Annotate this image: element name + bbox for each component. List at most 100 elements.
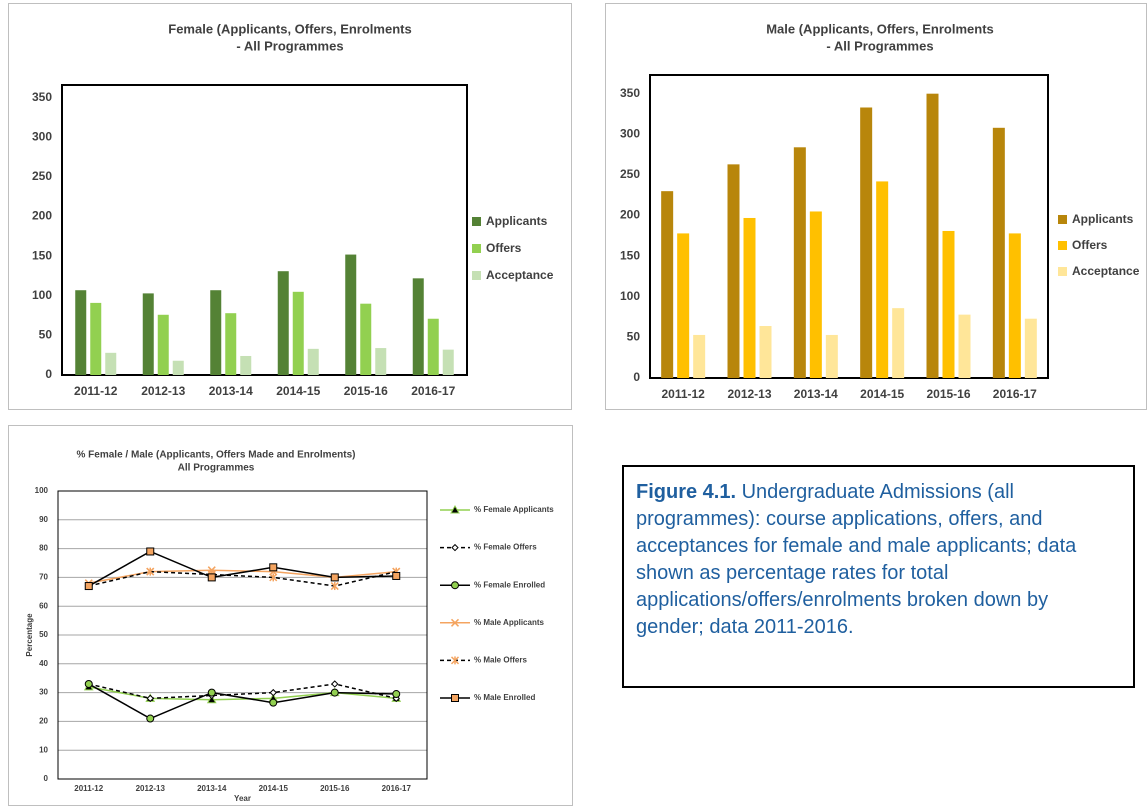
chart-frame	[8, 3, 572, 410]
bar	[759, 326, 772, 378]
marker	[269, 698, 278, 707]
legend-swatch	[1058, 267, 1067, 276]
caption-label: Figure 4.1.	[636, 481, 737, 503]
plot-area	[61, 84, 468, 376]
bar	[693, 334, 706, 378]
marker	[146, 567, 155, 576]
bar	[375, 348, 387, 375]
y-tick-label: 50	[39, 630, 48, 639]
bar	[157, 314, 169, 375]
chart-title: % Female / Male (Applicants, Offers Made…	[77, 450, 356, 461]
bar	[142, 293, 154, 375]
legend-label: Acceptance	[486, 268, 554, 282]
legend-label: Acceptance	[1072, 264, 1140, 278]
legend-marker	[451, 543, 459, 552]
bar	[876, 181, 889, 378]
x-tick-label: 2016-17	[993, 387, 1037, 401]
marker	[269, 688, 277, 697]
bar	[992, 127, 1005, 378]
y-axis-label: Percentage	[25, 613, 34, 657]
bar	[743, 217, 756, 378]
marker	[207, 688, 216, 697]
marker	[269, 563, 278, 572]
bar	[926, 93, 939, 378]
bar	[90, 302, 102, 375]
y-tick-label: 20	[39, 717, 48, 726]
y-tick-label: 300	[32, 129, 52, 143]
y-tick-label: 30	[39, 688, 48, 697]
x-tick-label: 2016-17	[382, 784, 412, 793]
legend-label: % Male Enrolled	[474, 693, 535, 702]
x-tick-label: 2014-15	[276, 384, 320, 398]
legend-label: Applicants	[486, 214, 548, 228]
x-tick-label: 2014-15	[860, 387, 904, 401]
marker-stroke	[450, 618, 460, 627]
bar	[412, 278, 424, 375]
legend-swatch	[472, 244, 481, 253]
legend-marker	[450, 656, 460, 665]
x-tick-label: 2012-13	[727, 387, 771, 401]
marker	[84, 679, 93, 688]
y-tick-label: 40	[39, 659, 48, 668]
marker	[146, 547, 155, 556]
bar	[307, 348, 319, 375]
legend-marker	[451, 694, 459, 702]
marker	[392, 690, 401, 699]
bar	[210, 290, 222, 375]
legend-swatch	[1058, 241, 1067, 250]
marker	[330, 688, 339, 697]
y-tick-label: 90	[39, 515, 48, 524]
legend-label: % Female Applicants	[474, 505, 554, 514]
marker	[84, 582, 93, 591]
chart-title: - All Programmes	[826, 38, 933, 53]
x-tick-label: 2015-16	[926, 387, 970, 401]
bar	[75, 290, 87, 375]
bar	[860, 107, 873, 379]
x-tick-label: 2011-12	[74, 384, 118, 398]
x-tick-label: 2013-14	[197, 784, 227, 793]
bar	[809, 211, 822, 378]
bar	[360, 303, 372, 375]
bar	[892, 308, 905, 378]
y-tick-label: 10	[39, 745, 48, 754]
y-tick-label: 60	[39, 601, 48, 610]
plot-area	[57, 490, 428, 780]
legend-label: Offers	[486, 241, 522, 255]
line	[88, 683, 397, 720]
x-tick-label: 2011-12	[661, 387, 705, 401]
bar	[677, 233, 690, 378]
x-tick-label: 2015-16	[344, 384, 388, 398]
bar	[225, 313, 237, 375]
y-tick-label: 50	[627, 330, 641, 344]
y-tick-label: 0	[44, 774, 49, 783]
line	[88, 550, 397, 587]
bar	[1008, 233, 1021, 378]
y-tick-label: 350	[620, 86, 640, 100]
x-tick-label: 2012-13	[141, 384, 185, 398]
line	[88, 570, 397, 587]
x-tick-label: 2013-14	[794, 387, 838, 401]
plot-area	[649, 74, 1049, 379]
legend-label: % Male Offers	[474, 656, 527, 665]
marker	[146, 714, 155, 723]
legend-swatch	[1058, 215, 1067, 224]
legend-label: % Male Applicants	[474, 618, 544, 627]
marker	[207, 573, 216, 582]
y-tick-label: 200	[620, 208, 640, 222]
legend-label: Applicants	[1072, 212, 1134, 226]
y-tick-label: 200	[32, 209, 52, 223]
legend-marker	[450, 618, 460, 627]
bar	[958, 314, 971, 378]
legend-label: % Female Offers	[474, 543, 537, 552]
y-tick-label: 100	[620, 289, 640, 303]
y-tick-label: 300	[620, 126, 640, 140]
y-tick-label: 50	[39, 328, 53, 342]
bar	[825, 334, 838, 378]
x-axis-label: Year	[234, 794, 251, 803]
legend-label: Offers	[1072, 238, 1108, 252]
bar	[427, 318, 439, 375]
bar	[727, 164, 740, 378]
bar	[942, 230, 955, 378]
